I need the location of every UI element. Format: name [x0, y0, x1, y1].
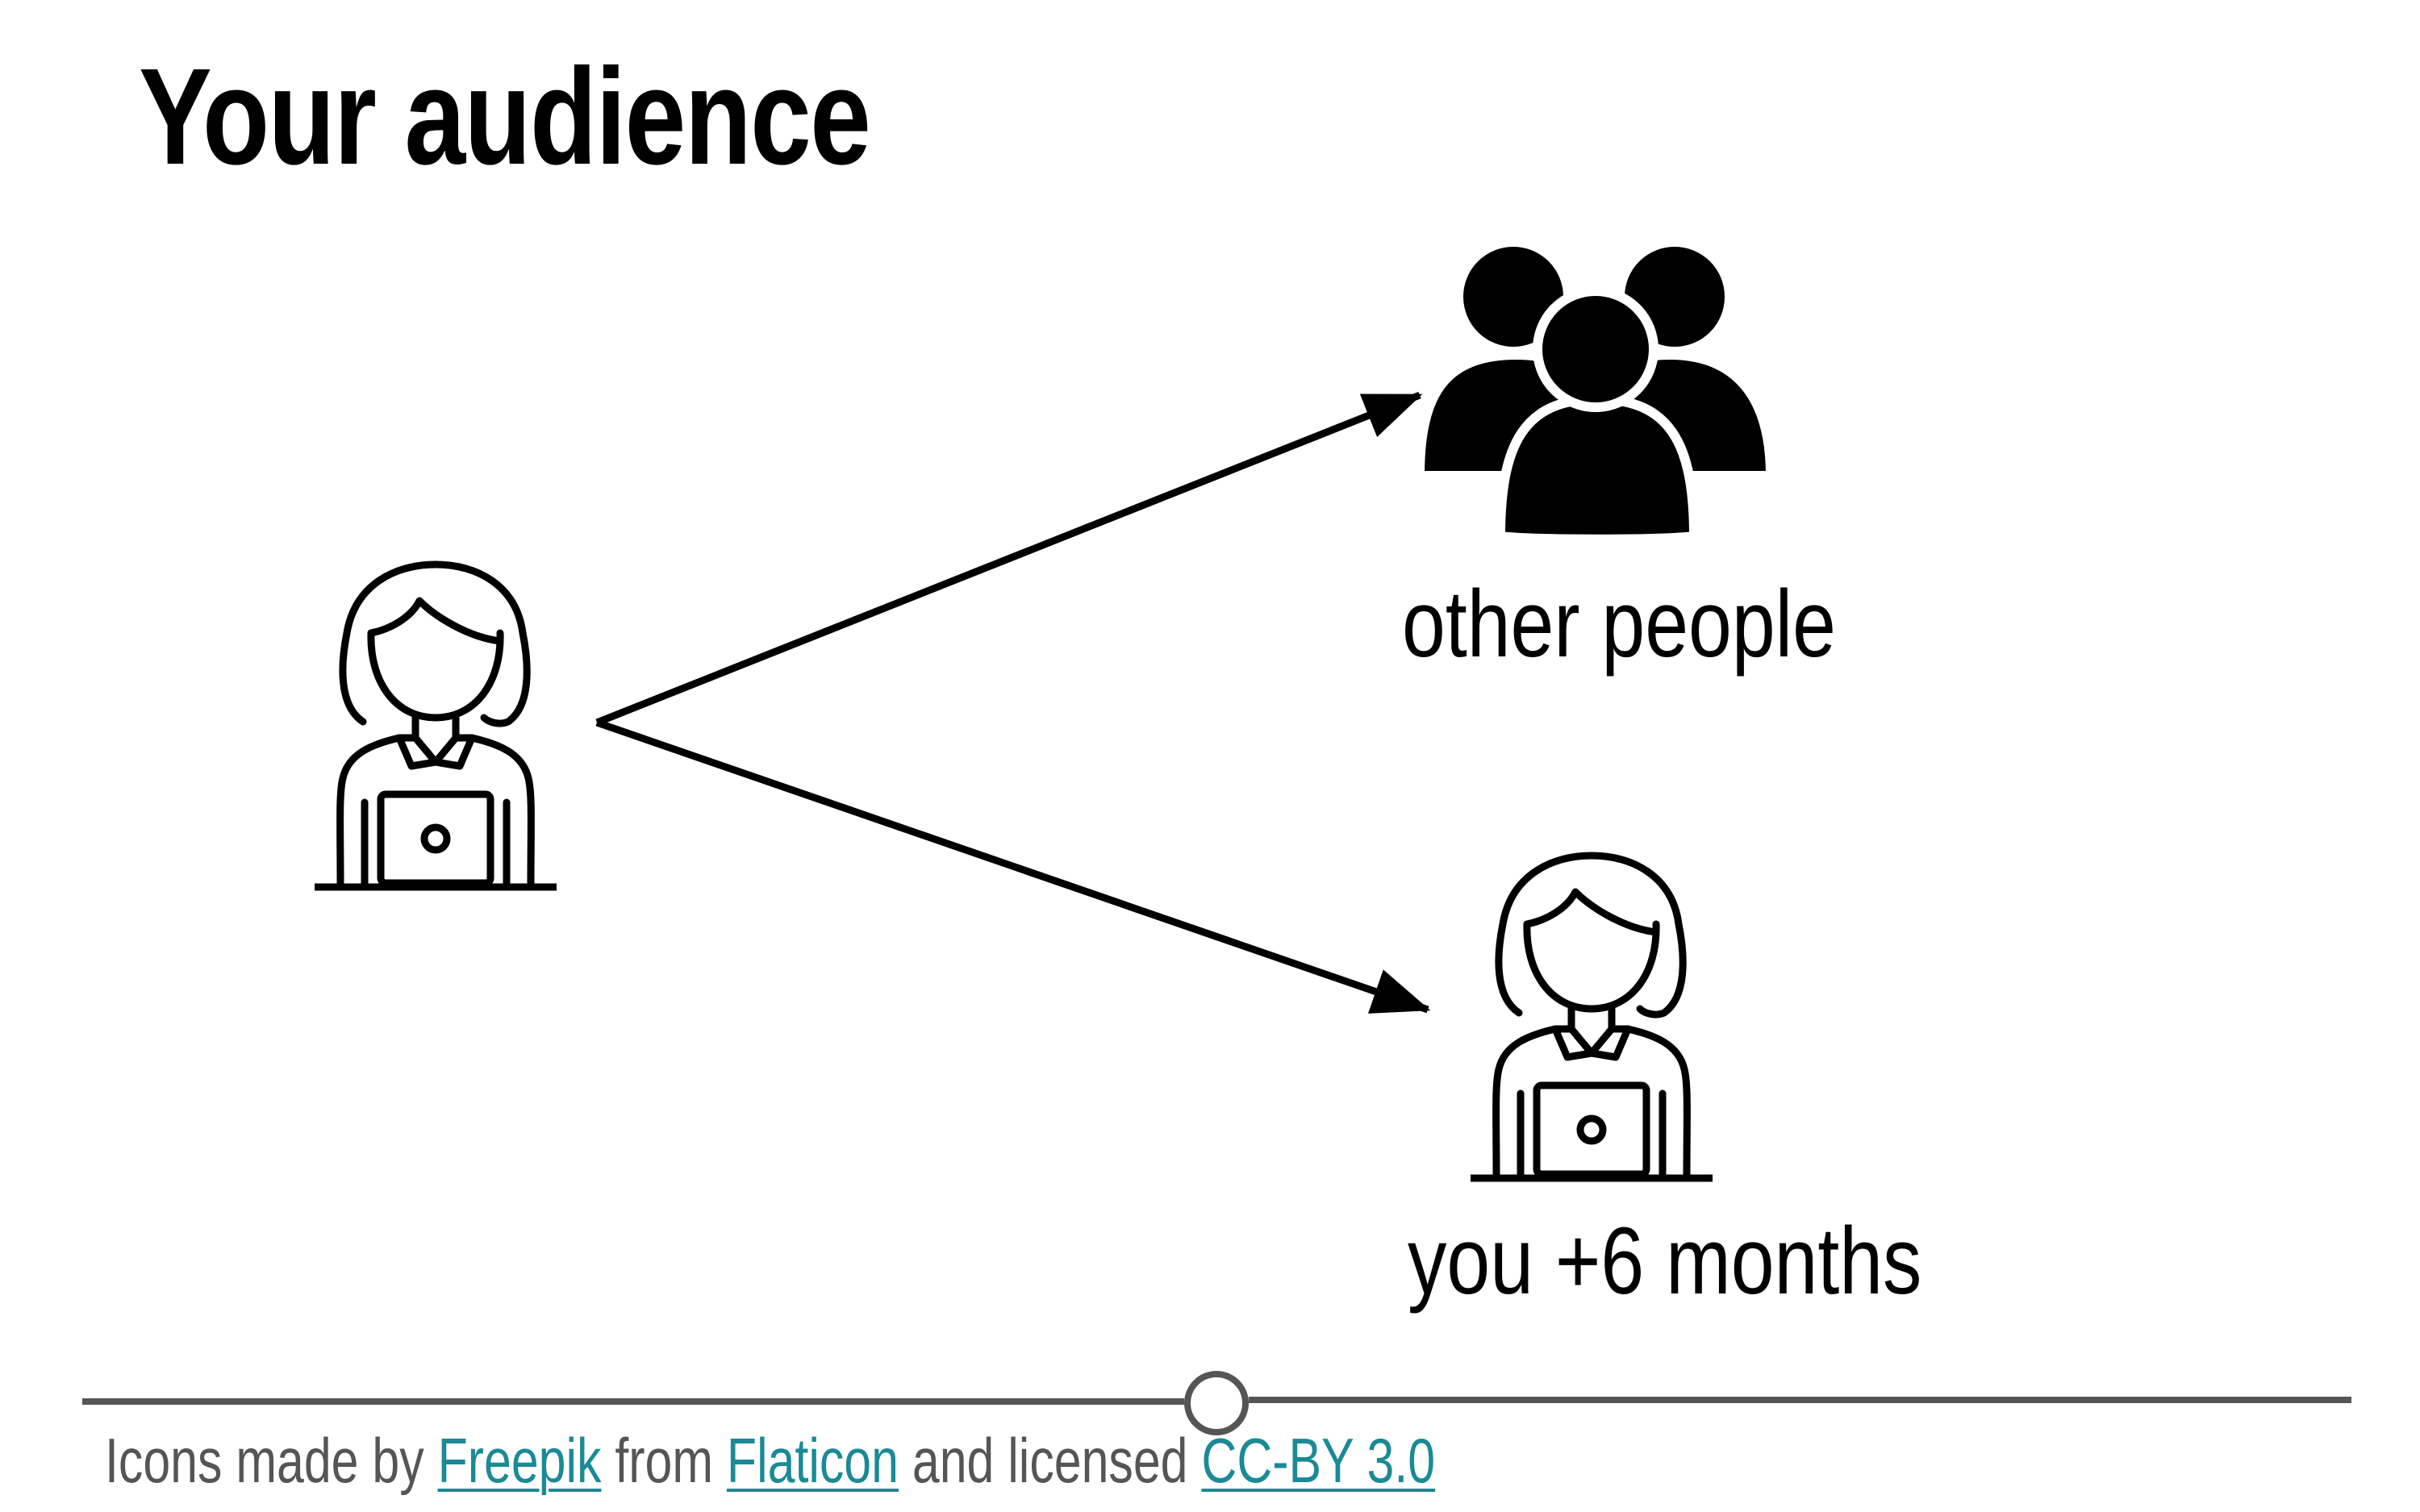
woman-at-laptop-icon [315, 564, 557, 887]
freepik-link[interactable]: Freepik [438, 1425, 602, 1496]
icon-credit: Icons made by Freepik from Flaticon and … [105, 1429, 1435, 1492]
future-you-label: you +6 months [1408, 1214, 1921, 1309]
future-you-node [1471, 856, 1713, 1178]
arrow-to-other-people [597, 395, 1420, 723]
credit-prefix: Icons made by [105, 1425, 438, 1496]
flaticon-link[interactable]: Flaticon [727, 1425, 899, 1496]
footer-rule-knob [1187, 1374, 1245, 1432]
you-node [315, 564, 557, 887]
credit-suffix: and licensed [899, 1425, 1201, 1496]
other-people-label: other people [1402, 577, 1836, 672]
credit-middle: from [601, 1425, 726, 1496]
woman-at-laptop-icon [1471, 856, 1713, 1178]
arrow-to-future-you [597, 723, 1428, 1010]
people-group-icon [1420, 242, 1771, 539]
license-link[interactable]: CC-BY 3.0 [1201, 1425, 1435, 1496]
